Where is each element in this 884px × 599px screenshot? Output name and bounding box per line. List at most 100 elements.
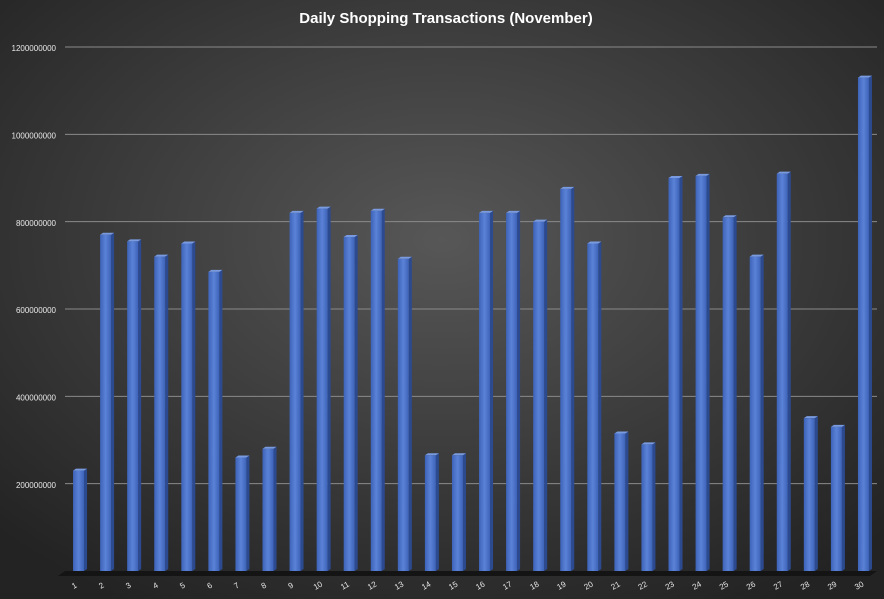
bar-top — [154, 254, 169, 257]
bar-top — [316, 206, 331, 209]
bar-side — [219, 269, 223, 571]
bar-top — [262, 446, 277, 449]
bar-top — [73, 468, 88, 471]
bar — [830, 426, 842, 571]
bar — [100, 234, 112, 571]
bar-side — [273, 446, 277, 571]
bar — [506, 212, 518, 571]
x-tick-label: 8 — [260, 580, 269, 590]
bar-top — [127, 239, 142, 242]
bar — [722, 217, 734, 572]
bar-top — [370, 208, 385, 211]
y-tick-label: 400000000 — [16, 393, 57, 402]
bar-top — [722, 215, 737, 218]
bar-top — [641, 442, 656, 445]
bar-top — [776, 171, 791, 174]
bar — [614, 433, 626, 571]
bar-side — [490, 210, 494, 571]
bar — [181, 243, 193, 571]
x-tick-label: 5 — [178, 580, 187, 590]
bar-side — [544, 219, 548, 571]
bar-top — [424, 453, 439, 456]
bar-top — [451, 453, 466, 456]
y-tick-label: 1000000000 — [12, 131, 57, 140]
bar-side — [733, 215, 737, 572]
x-tick-label: 9 — [287, 580, 296, 590]
bar — [343, 236, 355, 571]
bar-side — [706, 173, 710, 572]
bar-side — [652, 442, 656, 571]
bar — [154, 256, 166, 571]
bar-side — [787, 171, 791, 571]
x-tick-label: 7 — [233, 580, 242, 590]
bar-top — [397, 256, 412, 259]
y-tick-label: 800000000 — [16, 219, 57, 228]
x-tick-label: 4 — [151, 580, 160, 590]
bar-top — [587, 241, 602, 244]
bar-side — [462, 453, 466, 571]
bar-side — [435, 453, 439, 571]
bar-side — [679, 176, 683, 571]
y-tick-label: 1200000000 — [12, 44, 57, 53]
bar-top — [614, 431, 629, 434]
bar — [235, 457, 247, 571]
bar-top — [479, 210, 494, 213]
y-tick-label: 600000000 — [16, 306, 57, 315]
bar-side — [381, 208, 385, 571]
bar-side — [192, 241, 196, 571]
bar-side — [165, 254, 169, 571]
bar — [533, 221, 545, 571]
bar — [262, 448, 274, 571]
bar-top — [289, 210, 304, 213]
bar-top — [343, 234, 358, 237]
bar — [857, 77, 869, 572]
bar-side — [84, 468, 88, 571]
bar — [370, 210, 382, 571]
bar — [641, 444, 653, 571]
bar — [668, 178, 680, 571]
bar — [803, 418, 815, 571]
x-tick-label: 3 — [124, 580, 133, 590]
bar-top — [533, 219, 548, 222]
bar — [560, 188, 572, 571]
bar — [289, 212, 301, 571]
bar-side — [841, 424, 845, 571]
bar — [587, 243, 599, 571]
bar-side — [300, 210, 304, 571]
bar — [776, 173, 788, 571]
bar-top — [830, 424, 845, 427]
bar-side — [111, 232, 115, 571]
bar-side — [814, 416, 818, 571]
floor — [58, 571, 877, 576]
bar-side — [408, 256, 412, 571]
bar-top — [857, 75, 872, 78]
bar-top — [560, 186, 575, 189]
bar-side — [138, 239, 142, 572]
bar — [208, 271, 220, 571]
bar-side — [868, 75, 872, 572]
bar-top — [668, 176, 683, 178]
bar — [316, 208, 328, 572]
bar-top — [749, 254, 764, 257]
bar — [424, 455, 436, 571]
bar — [73, 470, 85, 571]
x-tick-label: 2 — [97, 580, 106, 590]
chart-title: Daily Shopping Transactions (November) — [299, 10, 592, 27]
bar-side — [246, 455, 250, 571]
bar-top — [100, 232, 115, 235]
bar-side — [625, 431, 629, 571]
bar-top — [803, 416, 818, 419]
bar — [695, 175, 707, 572]
bar-top — [506, 210, 521, 213]
bar — [397, 258, 409, 571]
bar-side — [571, 186, 575, 571]
x-tick-label: 6 — [205, 580, 214, 590]
bar-side — [517, 210, 521, 571]
x-tick-label: 1 — [70, 580, 79, 590]
bar — [749, 256, 761, 571]
bar-top — [208, 269, 223, 272]
bar-side — [760, 254, 764, 571]
bar-side — [327, 206, 331, 572]
